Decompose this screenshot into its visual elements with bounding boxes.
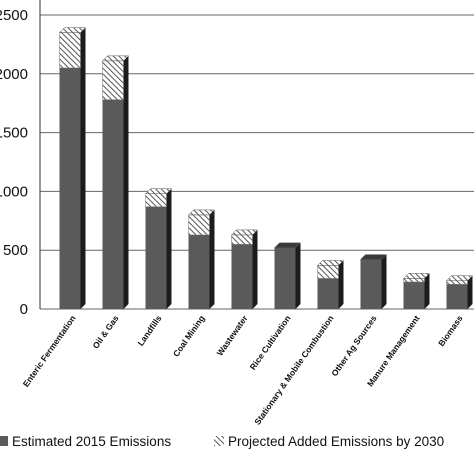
x-tick-label: Wastewater <box>215 313 251 358</box>
bar-projected <box>102 60 124 100</box>
bar-top <box>316 260 345 266</box>
bars <box>58 27 474 309</box>
y-tick-label: 1000 <box>0 183 28 200</box>
bar-top <box>144 188 173 195</box>
bar-top <box>58 27 87 33</box>
y-axis-ticks: 0 500 1000 1500 2000 2500 <box>0 7 28 318</box>
x-tick-label: Other Ag Sources <box>329 313 379 378</box>
bar-estimated <box>102 99 124 309</box>
y-tick-label: 2500 <box>0 7 28 24</box>
legend-swatch-estimated <box>0 436 8 446</box>
bar-top <box>187 209 216 216</box>
bar-estimated <box>360 259 382 309</box>
bar-side <box>252 229 258 309</box>
x-tick-label: Stationary & Mobile Combustion <box>252 313 335 426</box>
bar-projected <box>317 265 339 279</box>
bar-top <box>445 275 474 282</box>
bar-side <box>467 275 473 309</box>
legend-label-projected: Projected Added Emissions by 2030 <box>228 434 444 449</box>
bar-estimated <box>446 284 468 309</box>
bar-top <box>101 55 130 62</box>
bar-projected <box>188 214 210 236</box>
bar-estimated <box>188 234 210 309</box>
y-tick-label: 0 <box>20 301 28 318</box>
legend: Estimated 2015 Emissions Projected Added… <box>0 434 444 449</box>
x-tick-label: Biomass <box>436 313 465 348</box>
bar-estimated <box>231 244 253 309</box>
bar-side <box>424 273 430 309</box>
bar-estimated <box>403 281 425 309</box>
legend-label-estimated: Estimated 2015 Emissions <box>12 434 171 449</box>
bar-projected <box>231 234 253 245</box>
legend-swatch-projected <box>214 436 224 446</box>
y-tick-label: 2000 <box>0 66 28 83</box>
x-tick-label: Landfills <box>135 313 163 348</box>
bar-top <box>402 273 431 279</box>
y-tick-label: 1500 <box>0 125 28 142</box>
x-tick-label: Oil & Gas <box>90 313 120 350</box>
x-tick-label: Coal Mining <box>171 313 207 358</box>
x-axis-labels: Enteric Fermentation Oil & Gas Landfills Co… <box>21 313 465 427</box>
bar-side <box>209 209 215 309</box>
bar-side <box>166 188 172 309</box>
x-tick-label: Rice Cultivation <box>248 313 293 371</box>
bar-estimated <box>59 67 81 309</box>
bar-top <box>273 242 302 249</box>
bar-projected <box>145 193 167 207</box>
bar-projected <box>446 280 468 285</box>
bar-side <box>123 55 129 309</box>
bar-top <box>230 229 259 236</box>
bar-projected <box>59 32 81 69</box>
bar-side <box>381 254 387 309</box>
bar-estimated <box>274 247 296 309</box>
x-tick-label: Enteric Fermentation <box>21 313 78 388</box>
bar-side <box>295 242 301 309</box>
bar-estimated <box>317 278 339 309</box>
bar-projected <box>403 278 425 283</box>
bar-side <box>80 27 86 309</box>
y-tick-label: 500 <box>3 242 28 259</box>
bar-estimated <box>145 206 167 309</box>
bar-side <box>338 260 344 309</box>
bar-top <box>359 254 388 260</box>
